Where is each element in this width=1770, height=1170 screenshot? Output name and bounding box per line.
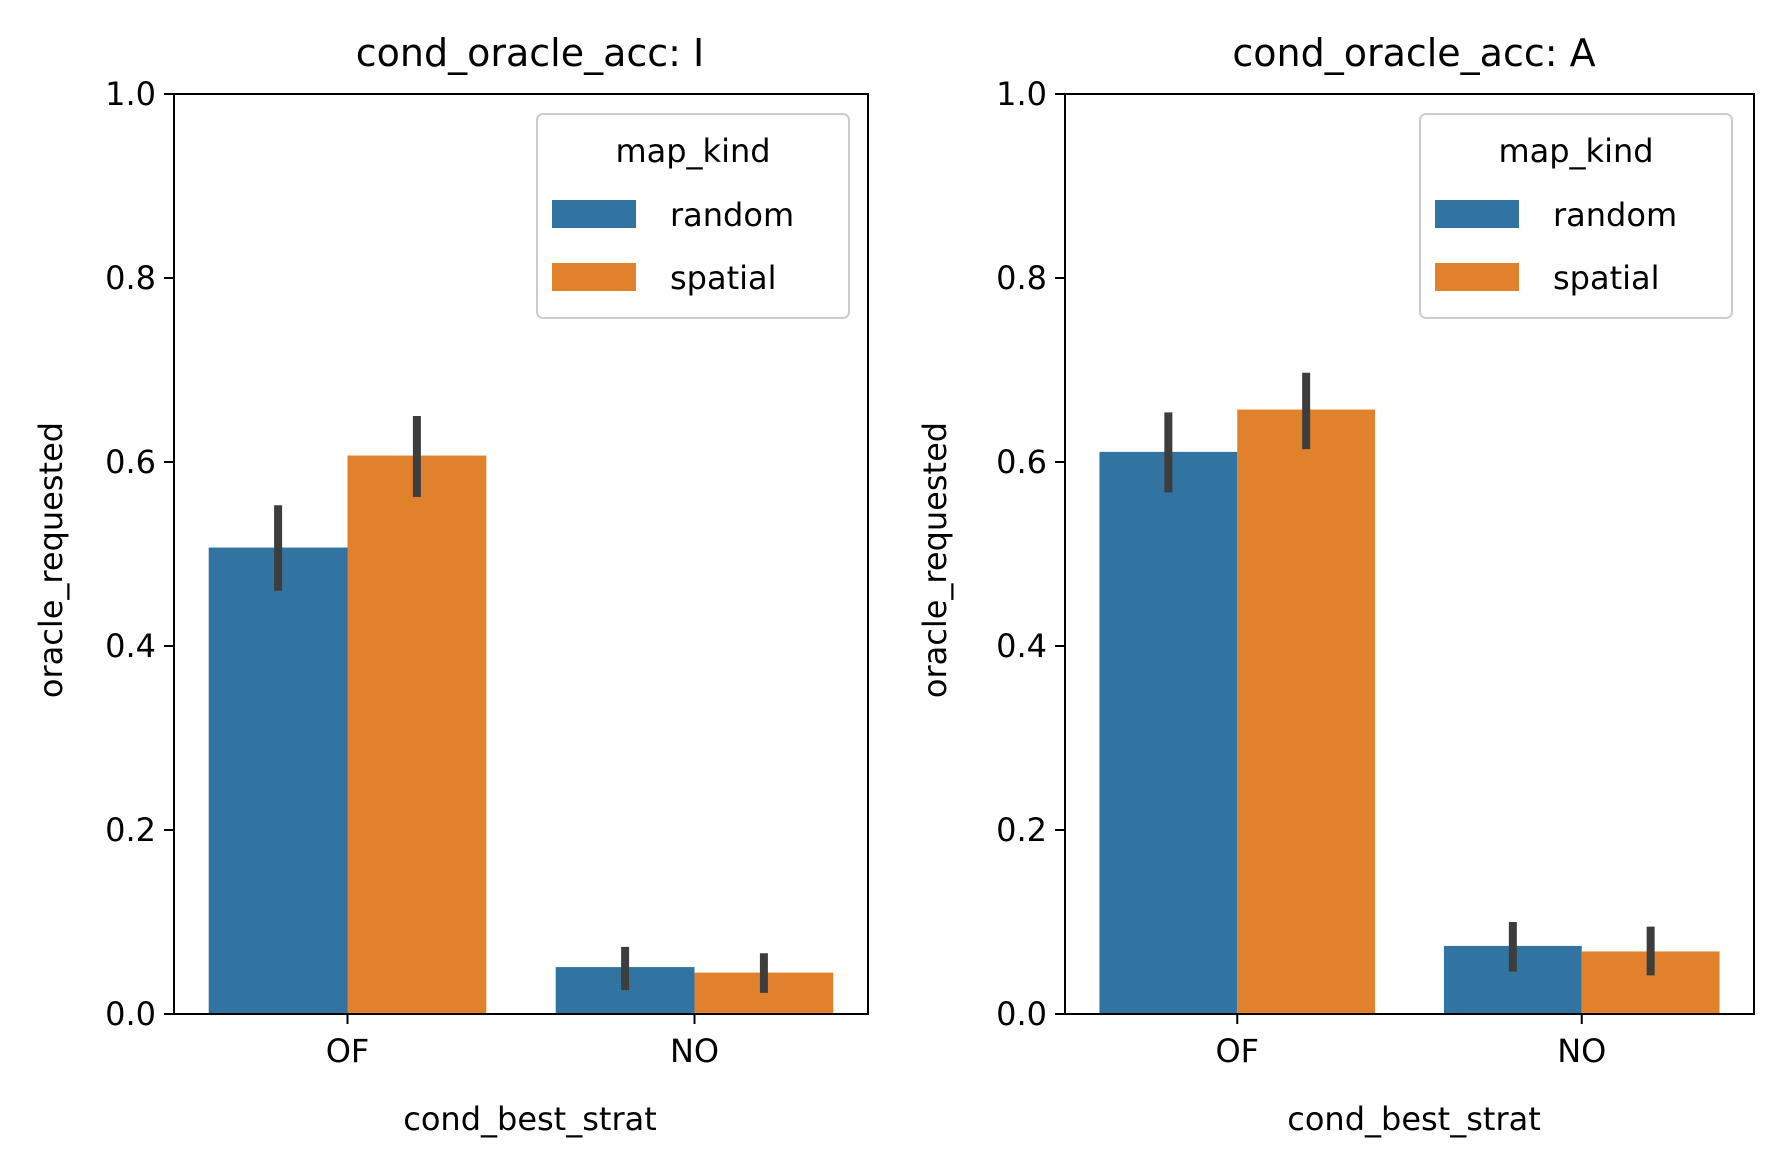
y-tick-label: 0.8	[996, 259, 1047, 297]
x-axis-label: cond_best_strat	[1287, 1100, 1541, 1138]
bar-spatial-OF	[347, 455, 487, 1014]
bar-random-OF	[208, 547, 348, 1014]
legend-swatch-random	[552, 200, 636, 228]
chart-title: cond_oracle_acc: I	[356, 31, 705, 75]
bar-spatial-OF	[1237, 409, 1376, 1014]
x-tick-label: OF	[1215, 1032, 1259, 1070]
legend: map_kind random spatial	[536, 113, 850, 319]
x-axis-label: cond_best_strat	[403, 1100, 657, 1138]
chart-panel-left: cond_oracle_acc: I cond_best_strat oracl…	[32, 31, 869, 1138]
y-tick-label: 0.6	[996, 443, 1047, 481]
y-tick-label: 0.4	[996, 627, 1047, 665]
y-tick-label: 0.0	[105, 995, 156, 1033]
y-tick-label: 1.0	[996, 75, 1047, 113]
x-tick-label: NO	[1557, 1032, 1606, 1070]
legend-title: map_kind	[1498, 132, 1653, 170]
legend-swatch-random	[1435, 200, 1519, 228]
x-tick-label: OF	[326, 1032, 370, 1070]
y-tick-label: 0.2	[996, 811, 1047, 849]
y-tick-label: 0.4	[105, 627, 156, 665]
legend-label-spatial: spatial	[670, 259, 777, 297]
legend-label-random: random	[670, 196, 794, 234]
chart-title: cond_oracle_acc: A	[1232, 31, 1595, 75]
x-tick-label: NO	[670, 1032, 719, 1070]
y-axis-label: oracle_requested	[32, 422, 70, 698]
legend-label-spatial: spatial	[1553, 259, 1660, 297]
y-axis-label: oracle_requested	[916, 422, 954, 698]
plot-frame	[1064, 93, 1755, 1015]
plot-marks: 0.0 0.2 0.4 0.6 0.8 1.0 OF NO	[996, 75, 1755, 1070]
y-tick-label: 1.0	[105, 75, 156, 113]
plot-frame	[173, 93, 869, 1015]
chart-panel-right: cond_oracle_acc: A cond_best_strat oracl…	[916, 31, 1755, 1138]
plot-marks: 0.0 0.2 0.4 0.6 0.8 1.0 OF NO	[105, 75, 869, 1070]
legend-swatch-spatial	[1435, 263, 1519, 291]
bar-random-OF	[1099, 451, 1238, 1014]
legend-title: map_kind	[615, 132, 770, 170]
legend: map_kind random spatial	[1419, 113, 1733, 319]
y-tick-label: 0.8	[105, 259, 156, 297]
y-tick-label: 0.2	[105, 811, 156, 849]
y-tick-label: 0.0	[996, 995, 1047, 1033]
legend-swatch-spatial	[552, 263, 636, 291]
y-tick-label: 0.6	[105, 443, 156, 481]
legend-label-random: random	[1553, 196, 1677, 234]
